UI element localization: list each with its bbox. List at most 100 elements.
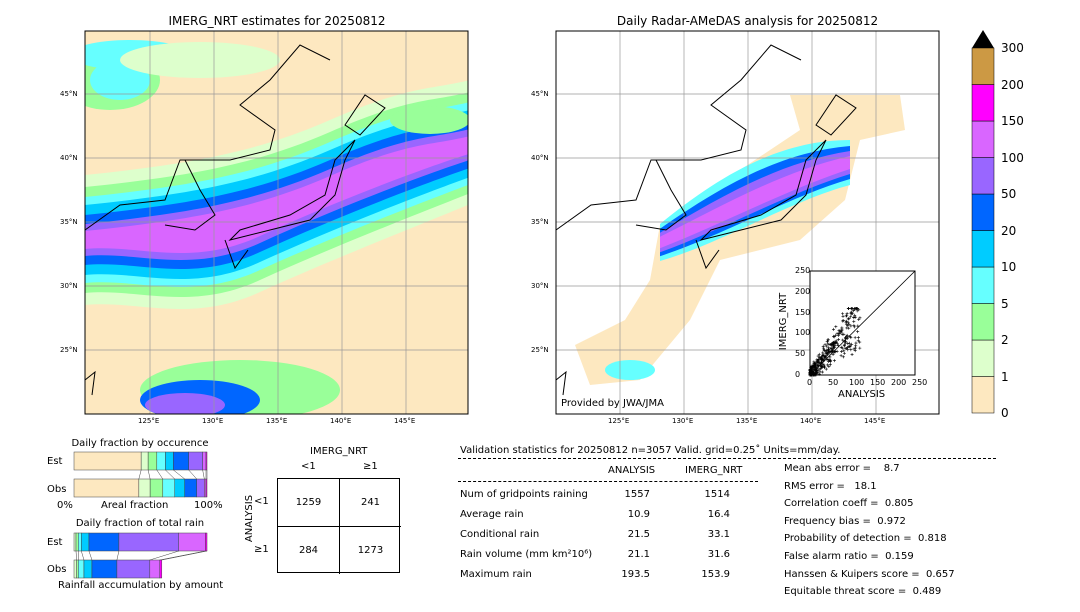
colorbar-segment	[971, 303, 995, 341]
lon-tick-label: 140°E	[330, 417, 352, 425]
scatter-point	[834, 339, 838, 343]
lat-tick-label: 45°N	[60, 90, 78, 98]
lat-tick-label: 40°N	[531, 154, 549, 162]
colorbar-segment	[971, 376, 995, 414]
colorbar-segment	[971, 84, 995, 122]
colorbar-label: 50	[1001, 187, 1017, 201]
colorbar-segment	[971, 339, 995, 377]
col-header-lt1: <1	[301, 461, 316, 472]
scatter-x-tick: 0	[807, 378, 813, 387]
occurrence-bar-segment	[174, 478, 185, 498]
scatter-point	[809, 366, 813, 370]
scatter-point	[827, 342, 831, 346]
coastline	[555, 44, 857, 396]
colorbar-label: 200	[1001, 77, 1024, 92]
stat-row-label: Average rain	[460, 509, 524, 520]
scatter-point	[853, 336, 857, 340]
scatter-point	[856, 339, 860, 343]
score-line: False alarm ratio = 0.159	[784, 551, 914, 562]
stats-header: Validation statistics for 20250812 n=305…	[460, 445, 841, 456]
scatter-point	[847, 322, 851, 326]
scatter-xlabel: ANALYSIS	[838, 389, 886, 400]
scatter-point	[827, 346, 831, 350]
scatter-x-tick: 150	[870, 378, 886, 387]
occ-est-label: Est	[47, 456, 63, 467]
scatter-point	[856, 336, 860, 340]
stat-row-label: Conditional rain	[460, 529, 540, 540]
cell-lt1-lt1: 1259	[295, 497, 322, 508]
col-imerg: IMERG_NRT	[685, 465, 743, 476]
occurrence-bar-segment	[188, 451, 203, 471]
scatter-point	[842, 351, 846, 355]
colorbar-segment	[971, 157, 995, 195]
scatter-point	[810, 364, 814, 368]
rain-xlabel: Rainfall accumulation by amount	[58, 580, 224, 591]
stat-imerg-value: 16.4	[707, 509, 730, 520]
scatter-point	[825, 357, 829, 361]
rain-bar-segment	[118, 532, 179, 552]
colorbar-extend-arrow	[972, 30, 994, 48]
cell-lt1-ge1: 241	[360, 497, 381, 508]
scatter-point	[835, 349, 839, 353]
scatter-point	[858, 346, 862, 350]
scatter-point	[817, 372, 821, 376]
colorbar-label: 150	[1001, 114, 1024, 128]
scatter-point	[812, 362, 816, 366]
scatter-point	[845, 345, 849, 349]
occurrence-bar-segment	[184, 478, 197, 498]
scatter-point	[845, 334, 849, 338]
occurrence-bar-segment	[149, 478, 164, 498]
scatter-y-tick: 150	[795, 307, 811, 317]
scatter-point	[841, 312, 845, 316]
scatter-point	[849, 315, 853, 319]
scatter-point	[850, 353, 854, 357]
scatter-point	[811, 370, 815, 374]
occurrence-bar-segment	[205, 478, 208, 498]
scatter-point	[856, 330, 860, 334]
scatter-point	[844, 339, 848, 343]
colorbar-label: 10	[1001, 260, 1017, 274]
scatter-point	[852, 309, 856, 313]
scatter-point	[832, 334, 836, 338]
contingency-table: 1259 241 284 1273	[277, 478, 401, 574]
score-line: Probability of detection = 0.818	[784, 533, 947, 545]
lon-tick-label: 140°E	[800, 417, 822, 425]
scatter-point	[850, 311, 854, 315]
divider	[458, 481, 758, 482]
scatter-point	[820, 365, 824, 369]
occ-0-label: 0%	[57, 500, 73, 511]
scatter-point	[834, 334, 838, 338]
scatter-point	[841, 355, 845, 359]
stat-analysis-value: 21.5	[627, 529, 650, 540]
stat-imerg-value: 153.9	[701, 569, 730, 580]
scatter-point	[821, 351, 825, 355]
scatter-point	[824, 344, 828, 348]
lat-tick-label: 30°N	[60, 282, 78, 290]
scatter-point	[819, 364, 823, 368]
scatter-point	[836, 333, 840, 337]
stat-row-label: Rain volume (mm km²10⁶)	[460, 549, 593, 560]
scatter-point	[821, 362, 825, 366]
scatter-point	[816, 354, 820, 358]
lat-tick-label: 35°N	[531, 218, 549, 226]
colorbar-label: 300	[1001, 41, 1024, 55]
lon-tick-label: 130°E	[202, 417, 224, 425]
right-map-title: Daily Radar-AMeDAS analysis for 20250812	[616, 14, 879, 28]
colorbar-segment	[971, 266, 995, 304]
scatter-point	[811, 367, 815, 371]
scatter-point	[849, 336, 853, 340]
scatter-point	[837, 337, 841, 341]
scatter-point	[849, 324, 853, 328]
scatter-point	[844, 314, 848, 318]
one-to-one-line	[809, 270, 916, 376]
scatter-point	[836, 344, 840, 348]
scatter-point	[856, 324, 860, 328]
scatter-x-tick: 100	[849, 378, 865, 387]
row-header-lt1: <1	[254, 496, 269, 507]
rain-fraction-title: Daily fraction of total rain	[75, 518, 205, 529]
colorbar-segment	[971, 120, 995, 158]
stat-analysis-value: 1557	[624, 489, 650, 500]
scatter-point	[849, 306, 853, 310]
scatter-point	[820, 356, 824, 360]
scatter-point	[824, 367, 828, 371]
